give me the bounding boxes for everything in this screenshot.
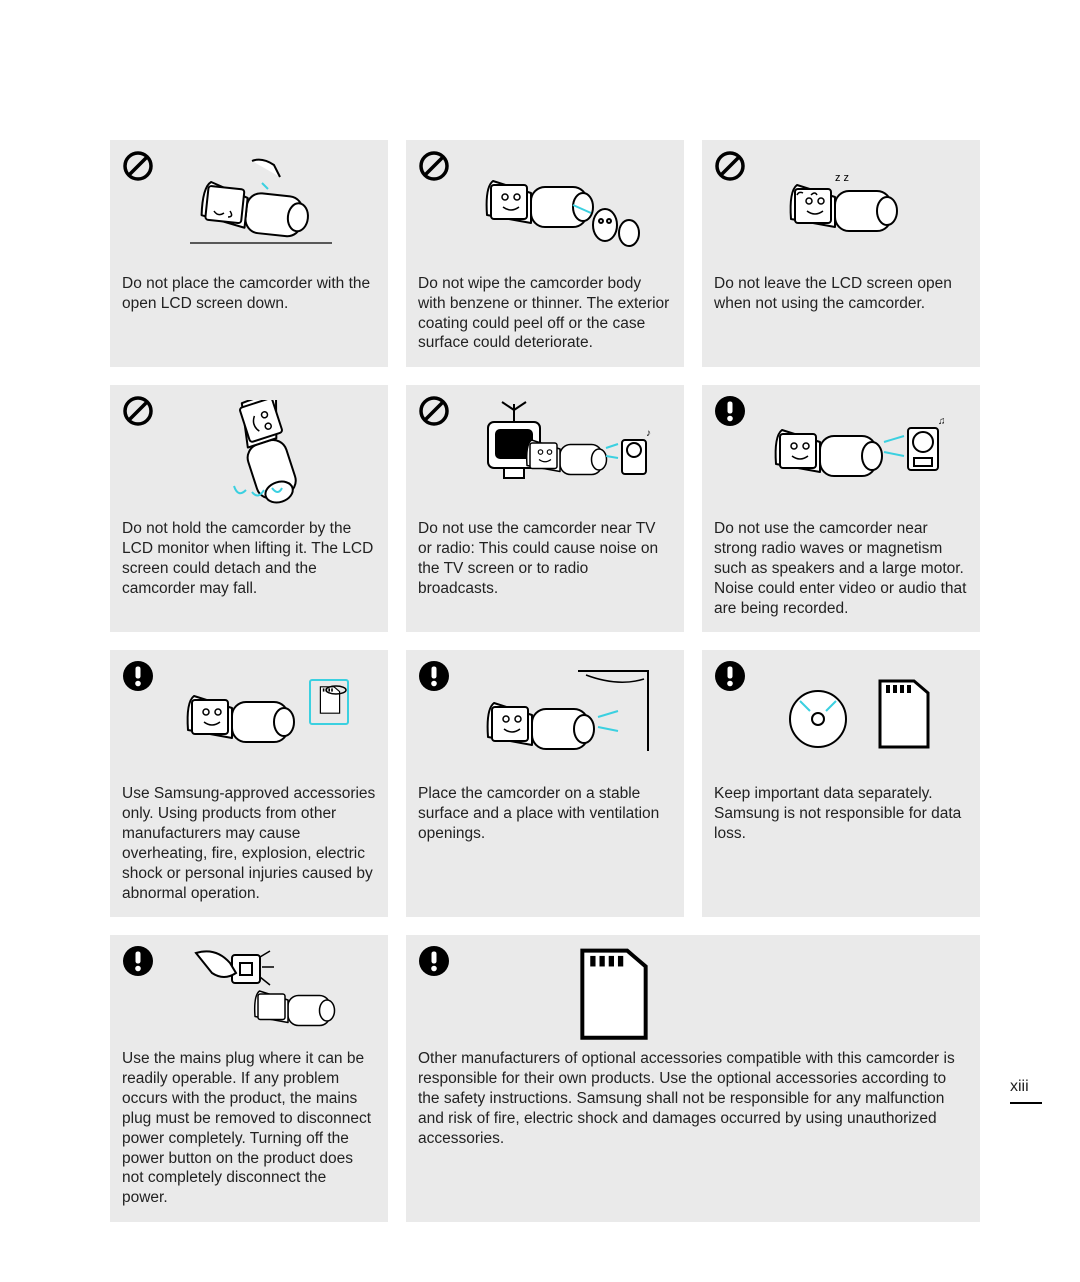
warning-text: Do not leave the LCD screen open when no… (714, 274, 968, 314)
caution-icon (714, 395, 746, 427)
warning-cell: Use the mains plug where it can be readi… (110, 935, 388, 1222)
manual-page: Do not place the camcorder with the open… (0, 0, 1080, 1282)
illustration: ♫ (750, 395, 968, 515)
prohibit-icon (122, 395, 154, 427)
page-number-text: xiii (1010, 1078, 1029, 1095)
warning-cell: z z Do not leave the LCD screen open whe… (702, 140, 980, 367)
warning-cell: ♪ Do not use the camcorder near TV or ra… (406, 385, 684, 632)
prohibit-icon (714, 150, 746, 182)
caution-icon (122, 660, 154, 692)
prohibit-icon (122, 150, 154, 182)
warning-text: Do not place the camcorder with the open… (122, 274, 376, 314)
warning-cell: ♫ Do not use the camcorder near strong r… (702, 385, 980, 632)
warning-cell: Do not wipe the camcorder body with benz… (406, 140, 684, 367)
warning-text: Place the camcorder on a stable surface … (418, 784, 672, 843)
warning-cell: Place the camcorder on a stable surface … (406, 650, 684, 917)
illustration (750, 660, 968, 780)
illustration: z z (750, 150, 968, 270)
svg-text:z z: z z (835, 172, 849, 184)
svg-text:♪: ♪ (646, 428, 651, 439)
warning-text: Use the mains plug where it can be readi… (122, 1049, 376, 1208)
illustration (158, 395, 376, 515)
warning-grid: Do not place the camcorder with the open… (110, 140, 980, 1222)
caution-icon (714, 660, 746, 692)
warning-text: Do not use the camcorder near strong rad… (714, 519, 968, 618)
warning-text: Other manufacturers of optional accessor… (418, 1049, 968, 1148)
caution-icon (418, 660, 450, 692)
warning-text: Do not hold the camcorder by the LCD mon… (122, 519, 376, 598)
warning-cell: Keep important data separately. Samsung … (702, 650, 980, 917)
illustration (158, 150, 376, 270)
illustration: ♪ (454, 395, 672, 515)
warning-cell: Use Samsung-approved accessories only. U… (110, 650, 388, 917)
svg-text:♫: ♫ (938, 416, 946, 427)
illustration (158, 660, 376, 780)
warning-text: Use Samsung-approved accessories only. U… (122, 784, 376, 903)
warning-cell: Do not hold the camcorder by the LCD mon… (110, 385, 388, 632)
prohibit-icon (418, 395, 450, 427)
illustration (454, 945, 968, 1045)
caution-icon (418, 945, 450, 977)
illustration (454, 660, 672, 780)
warning-text: Do not wipe the camcorder body with benz… (418, 274, 672, 353)
illustration (158, 945, 376, 1045)
warning-text: Do not use the camcorder near TV or radi… (418, 519, 672, 598)
page-number: xiii (1010, 1078, 1042, 1104)
warning-cell: Other manufacturers of optional accessor… (406, 935, 980, 1222)
caution-icon (122, 945, 154, 977)
prohibit-icon (418, 150, 450, 182)
warning-cell: Do not place the camcorder with the open… (110, 140, 388, 367)
warning-text: Keep important data separately. Samsung … (714, 784, 968, 843)
illustration (454, 150, 672, 270)
